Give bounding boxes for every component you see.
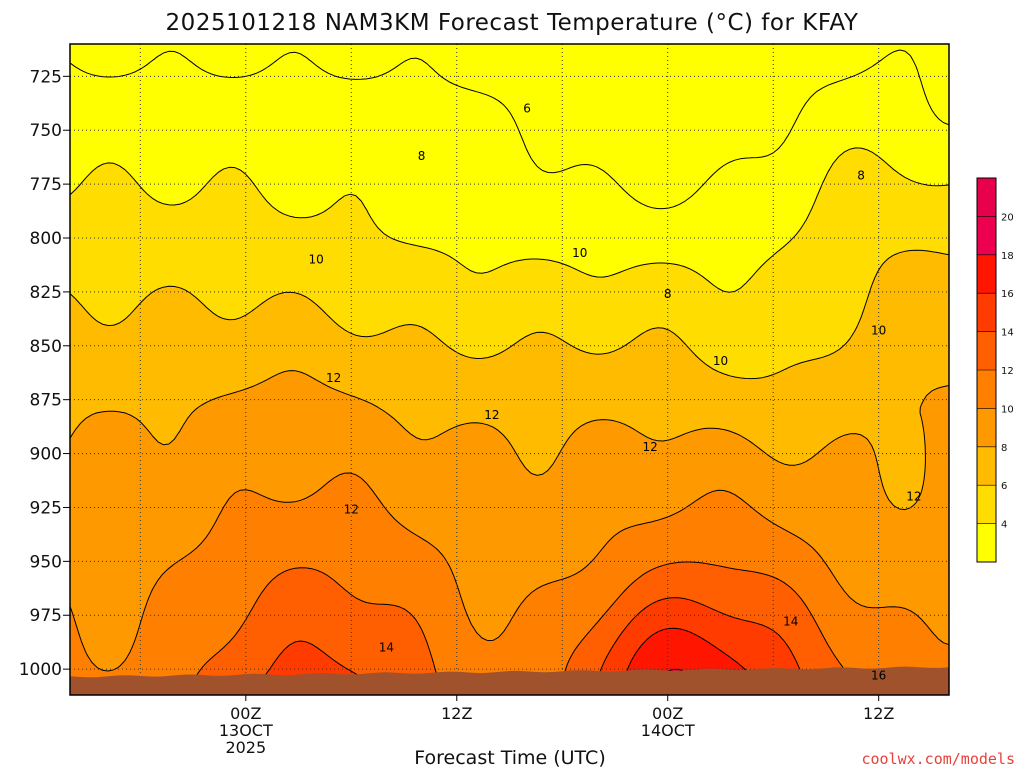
contour-label: 10 (713, 354, 728, 368)
colorbar-label: 8 (1001, 443, 1007, 454)
colorbar-label: 4 (1001, 520, 1007, 531)
y-tick-label: 750 (30, 121, 62, 141)
colorbar-swatch (977, 485, 996, 525)
terrain-surface (70, 666, 949, 695)
x-tick-label: 00Z (230, 704, 261, 723)
colorbar-swatch (977, 408, 996, 448)
colorbar-label: 14 (1001, 328, 1014, 339)
contour-line-10 (70, 370, 949, 511)
contour-labels: 6 8 8 8 10 10 10 10 12 12 12 12 12 14 14 16 (308, 102, 921, 683)
contour-label: 10 (871, 324, 886, 338)
colorbar-swatch (977, 178, 996, 217)
colorbar: 4 6 8 10 12 14 16 18 20 (976, 177, 1014, 563)
y-tick-label: 950 (30, 552, 62, 572)
contour-label: 8 (664, 287, 672, 301)
contour-label: 12 (484, 408, 499, 422)
colorbar-label: 16 (1001, 289, 1014, 300)
y-tick-label: 850 (30, 337, 62, 357)
colorbar-label: 12 (1001, 366, 1014, 377)
contour-label: 12 (326, 371, 341, 385)
contour-label: 14 (783, 615, 798, 629)
contour-lines (70, 49, 949, 695)
contour-label: 12 (344, 503, 359, 517)
colorbar-label: 6 (1001, 481, 1007, 492)
colorbar-swatch (977, 370, 996, 409)
contour-label: 14 (379, 641, 394, 655)
contour-label: 12 (642, 440, 657, 454)
x-tick-label: 12Z (441, 704, 472, 723)
credit-text: coolwx.com/models (861, 750, 1015, 768)
colorbar-swatch (977, 293, 996, 333)
contour-label: 12 (906, 490, 921, 504)
x-axis-title: Forecast Time (UTC) (414, 747, 605, 768)
y-tick-label: 725 (30, 67, 62, 87)
y-tick-label: 825 (30, 283, 62, 303)
contour-label: 8 (857, 168, 865, 182)
temperature-field (70, 44, 949, 695)
y-tick-label: 975 (30, 606, 62, 626)
colorbar-label: 18 (1001, 251, 1014, 262)
y-tick-label: 875 (30, 391, 62, 411)
x-tick-label: 14OCT (641, 721, 695, 740)
y-tick-label: 1000 (19, 660, 62, 680)
gridlines (70, 44, 949, 695)
x-tick-label: 2025 (225, 738, 266, 757)
colorbar-label: 20 (1001, 212, 1014, 223)
contour-line-4 (70, 49, 949, 210)
y-tick-label: 900 (30, 445, 62, 465)
contour-line-6 (70, 147, 949, 293)
contour-line-12 (70, 472, 949, 672)
contour-label: 8 (418, 149, 426, 163)
contour-label: 10 (308, 253, 323, 267)
contour-line-8 (70, 249, 949, 380)
colorbar-swatch (977, 446, 996, 486)
colorbar-swatch (977, 523, 996, 563)
y-tick-label: 775 (30, 175, 62, 195)
colorbar-swatch (977, 331, 996, 371)
x-tick-label: 00Z (652, 704, 683, 723)
colorbar-swatch (977, 216, 996, 256)
contour-label: 6 (523, 102, 531, 116)
plot-frame (69, 43, 950, 696)
colorbar-swatch (977, 254, 996, 294)
y-tick-label: 800 (30, 229, 62, 249)
y-axis: 725 750 775 800 825 850 875 900 925 950 975 1000 (19, 67, 70, 680)
contour-label: 16 (871, 669, 886, 683)
colorbar-label: 10 (1001, 404, 1014, 415)
y-tick-label: 925 (30, 498, 62, 518)
x-axis: 00Z13OCT202512Z00Z14OCT12Z00Z15OCT (219, 695, 894, 757)
x-tick-label: 12Z (863, 704, 894, 723)
x-tick-label: 13OCT (219, 721, 273, 740)
chart-title: 2025101218 NAM3KM Forecast Temperature (… (166, 10, 859, 36)
plot-area: 6 8 8 8 10 10 10 10 12 12 12 12 12 14 14 16 (70, 44, 949, 695)
contour-label: 10 (572, 246, 587, 260)
